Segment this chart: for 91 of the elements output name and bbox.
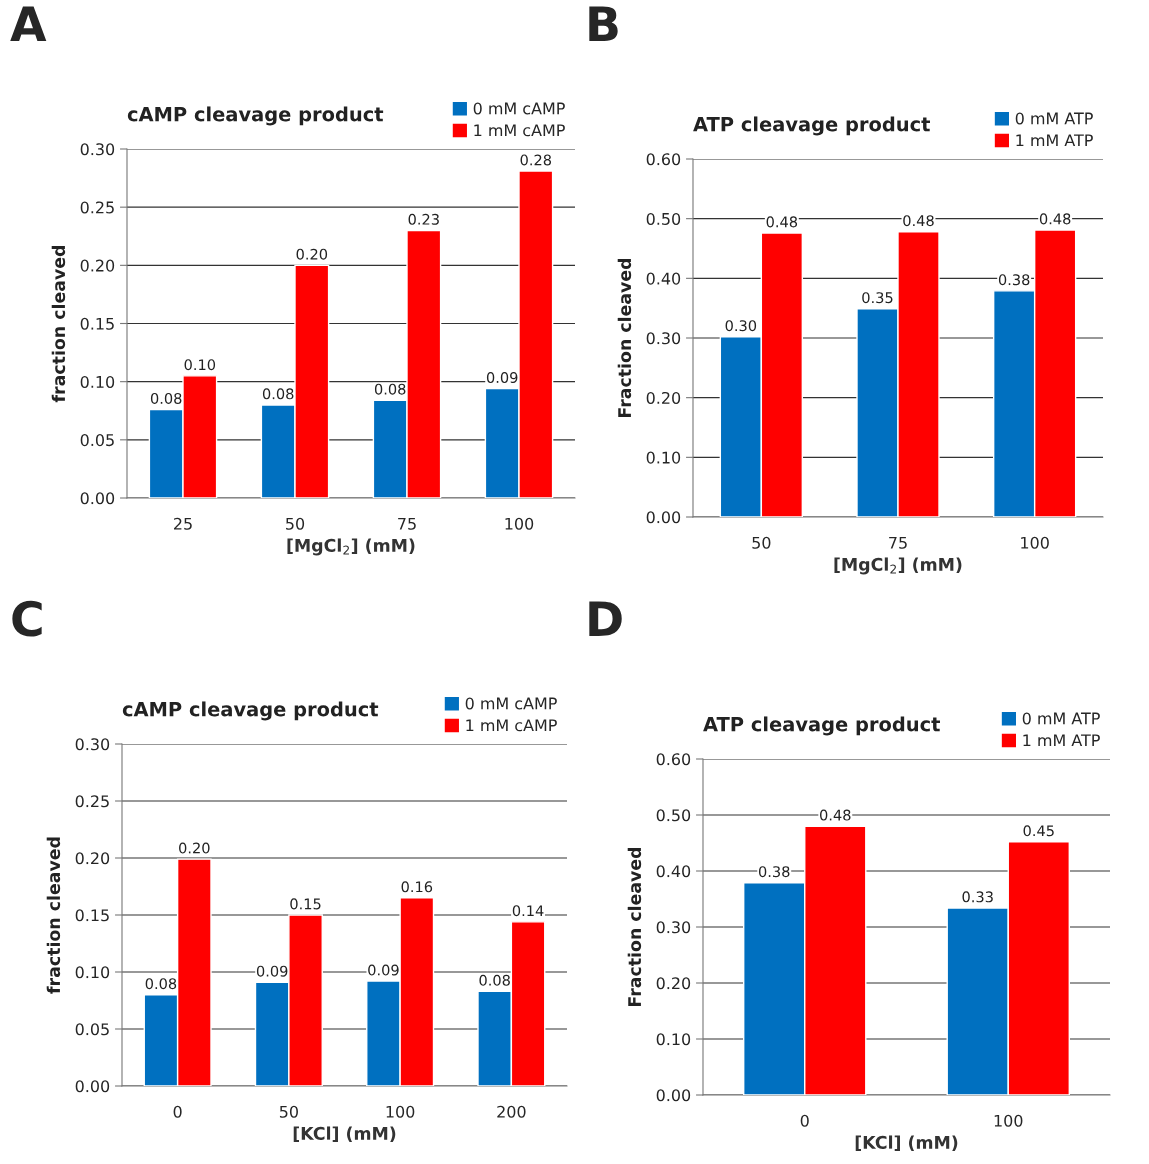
chart-title: ATP cleavage product [693,116,930,136]
data-label: 0.48 [820,809,851,821]
y-tick-label: 0.10 [80,375,115,388]
y-axis-title: fraction cleaved [51,245,66,403]
data-label: 0.08 [374,383,406,395]
chart-title: cAMP cleavage product [122,701,379,721]
y-axis-title: Fraction cleaved [627,847,642,1006]
y-tick-label: 0.25 [80,201,114,214]
data-label: 0.16 [401,881,433,893]
y-tick-label: 0.05 [80,434,114,447]
x-axis-title: [MgCl$_{2}$] (mM) [287,538,415,556]
text: A [10,6,47,41]
x-tick-label: 75 [398,517,416,530]
y-tick-label: 0.60 [656,753,691,766]
y-tick-label: 0.40 [656,865,691,878]
data-label: 0.09 [368,964,399,976]
y-tick-label: 0.20 [646,391,681,404]
y-tick-label: 0.25 [75,795,109,808]
x-tick-label: 100 [994,1114,1023,1127]
data-label: 0.14 [512,905,544,917]
data-label: 0.20 [179,842,210,854]
y-tick-label: 0.15 [75,909,109,922]
x-tick-label: 50 [279,1105,298,1118]
data-label: 0.48 [766,216,798,228]
y-tick-label: 0.60 [646,153,681,166]
data-label: 0.33 [962,891,993,903]
data-label: 0.15 [290,898,321,910]
text: D [589,601,622,636]
legend-label: 0 mM ATP [1022,712,1100,725]
x-axis-title: [MgCl$_{2}$] (mM) [834,557,962,575]
y-tick-label: 0.10 [646,451,681,464]
legend-label: 1 mM cAMP [466,719,557,732]
y-tick-label: 0.50 [656,809,691,822]
data-label: 0.38 [758,866,790,878]
x-tick-label: 50 [752,536,771,549]
text: C [12,600,42,637]
y-tick-label: 0.40 [646,272,681,285]
data-label: 0.35 [862,292,893,304]
data-label: 0.48 [903,215,934,227]
legend-label: 0 mM cAMP [473,102,565,115]
y-axis-title: Fraction cleaved [617,258,632,417]
x-tick-label: 50 [286,517,305,530]
legend-label: 0 mM cAMP [465,697,557,710]
data-label: 0.28 [520,154,552,166]
chart-title: cAMP cleavage product [127,106,384,126]
x-tick-label: 100 [1021,536,1049,549]
x-tick-label: 100 [386,1105,415,1118]
x-tick-label: 75 [889,536,907,549]
y-tick-label: 0.30 [80,143,115,156]
data-label: 0.20 [296,248,328,260]
y-tick-label: 0.20 [656,977,691,990]
data-label: 0.45 [1023,825,1054,837]
legend-label: 1 mM cAMP [474,124,565,137]
y-tick-label: 0.20 [80,259,115,272]
y-axis-title: fraction cleaved [46,837,61,994]
y-tick-label: 0.00 [80,492,115,505]
chart-title: ATP cleavage product [703,716,940,736]
data-label: 0.38 [998,274,1030,286]
y-tick-label: 0.00 [646,511,681,524]
y-tick-label: 0.30 [656,921,691,934]
x-axis-title: [KCl] (mM) [855,1135,958,1151]
text: B [589,6,618,41]
y-tick-label: 0.20 [75,852,110,865]
data-label: 0.48 [1039,213,1071,225]
data-label: 0.09 [256,965,288,977]
y-tick-label: 0.30 [646,332,681,345]
x-tick-label: 25 [174,517,192,530]
data-label: 0.10 [184,359,216,371]
x-tick-label: 100 [505,517,534,530]
data-label: 0.23 [408,213,439,225]
y-tick-label: 0.00 [656,1089,691,1102]
y-tick-label: 0.10 [75,966,110,979]
y-tick-label: 0.30 [75,738,110,751]
y-tick-label: 0.00 [75,1080,110,1093]
y-tick-label: 0.10 [656,1033,691,1046]
legend-label: 1 mM ATP [1023,734,1100,747]
data-label: 0.30 [725,320,757,332]
data-label: 0.08 [145,978,177,990]
y-tick-label: 0.05 [75,1023,109,1036]
x-tick-label: 0 [173,1105,182,1118]
x-tick-label: 200 [497,1105,526,1118]
y-tick-label: 0.15 [80,317,114,330]
data-label: 0.08 [479,974,510,986]
data-label: 0.08 [262,388,294,400]
y-tick-label: 0.50 [646,212,681,225]
data-label: 0.08 [150,392,182,404]
data-label: 0.09 [486,372,518,384]
x-axis-title: [KCl] (mM) [293,1126,396,1142]
legend-label: 1 mM ATP [1016,134,1093,147]
x-tick-label: 0 [800,1114,809,1127]
legend-label: 0 mM ATP [1015,112,1093,125]
